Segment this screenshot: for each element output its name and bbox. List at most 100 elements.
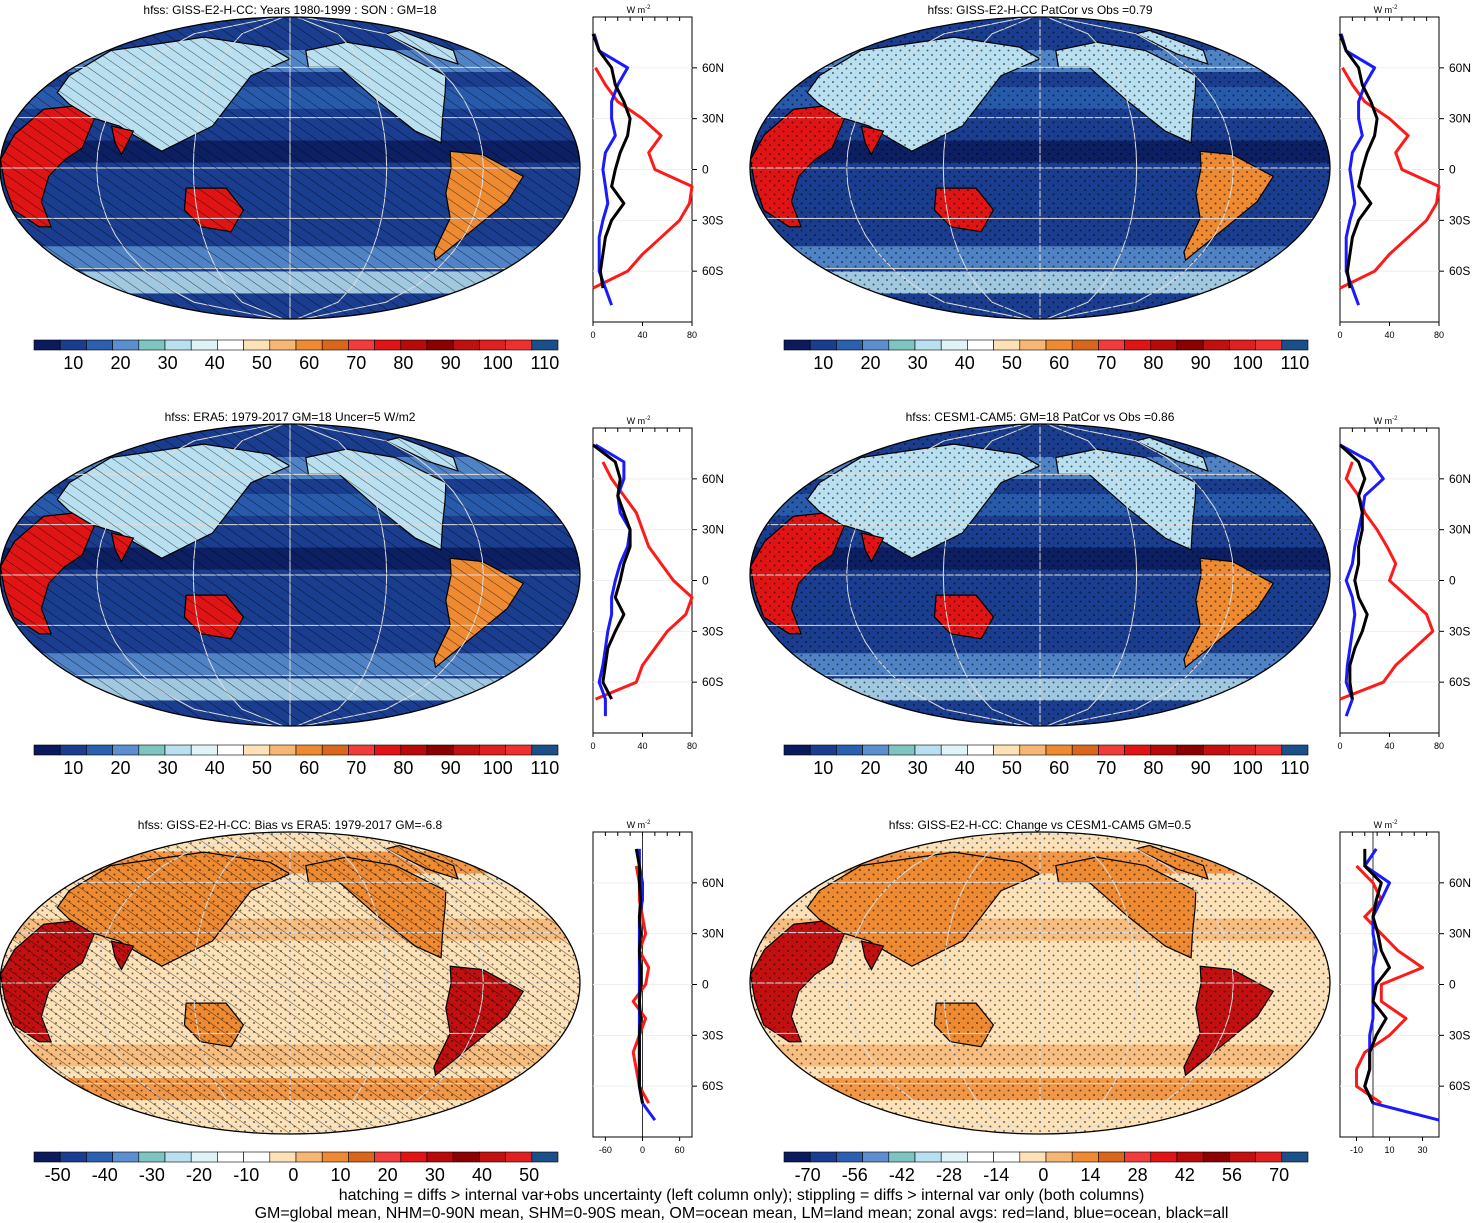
x-tick-label: 10 bbox=[1384, 1145, 1394, 1155]
lat-label: 30S bbox=[1449, 213, 1470, 227]
colorbar-label: 40 bbox=[955, 353, 975, 373]
colorbar-swatch bbox=[809, 744, 837, 756]
colorbar-swatch bbox=[138, 744, 166, 756]
colorbar-label: 100 bbox=[1233, 758, 1263, 778]
hatching-overlay bbox=[0, 424, 580, 726]
hatching-overlay bbox=[0, 17, 580, 319]
lat-label: 60N bbox=[1449, 61, 1471, 75]
colorbar-label: 110 bbox=[1281, 758, 1310, 778]
colorbar-label: 90 bbox=[1191, 758, 1211, 778]
colorbar-label: 90 bbox=[441, 758, 461, 778]
colorbar-swatch bbox=[914, 1151, 942, 1163]
zonal-mean-plot: W m-2 60N 30N 0 30S 60S -60 0 60 bbox=[592, 820, 724, 1155]
colorbar-label: 20 bbox=[860, 353, 880, 373]
colorbar-swatch bbox=[967, 744, 994, 756]
colorbar-swatch bbox=[1150, 744, 1178, 756]
lat-label: 60N bbox=[702, 472, 724, 486]
colorbar-swatch bbox=[1229, 339, 1256, 351]
colorbar-swatch bbox=[86, 1151, 113, 1163]
x-tick-label: 80 bbox=[1434, 741, 1444, 751]
colorbar-label: 60 bbox=[1049, 353, 1069, 373]
colorbar-label: 20 bbox=[110, 353, 130, 373]
map bbox=[0, 16, 581, 320]
lat-label: 60N bbox=[1449, 876, 1471, 890]
zonal-unit-label: W m-2 bbox=[627, 416, 651, 426]
zonal-all-line bbox=[1338, 443, 1369, 700]
colorbar-label: -70 bbox=[795, 1165, 821, 1185]
colorbar: 10 20 30 40 50 60 70 80 90 100 110 bbox=[33, 339, 559, 373]
colorbar-label: -42 bbox=[889, 1165, 915, 1185]
colorbar-swatch bbox=[1281, 1151, 1309, 1163]
colorbar-swatch bbox=[1045, 1151, 1073, 1163]
colorbar-label: 50 bbox=[1002, 758, 1022, 778]
colorbar-swatch bbox=[190, 1151, 218, 1163]
colorbar-label: 20 bbox=[110, 758, 130, 778]
colorbar-label: 20 bbox=[860, 758, 880, 778]
x-tick-label: 0 bbox=[640, 1145, 645, 1155]
colorbar-label: 10 bbox=[813, 353, 833, 373]
colorbar-label: 40 bbox=[955, 758, 975, 778]
lat-label: 0 bbox=[702, 163, 709, 177]
colorbar-swatch bbox=[426, 339, 454, 351]
footer-note-line2: GM=global mean, NHM=0-90N mean, SHM=0-90… bbox=[254, 1205, 1229, 1222]
colorbar-swatch bbox=[940, 1151, 968, 1163]
colorbar-label: -30 bbox=[139, 1165, 165, 1185]
colorbar-swatch bbox=[33, 339, 61, 351]
lat-label: 60N bbox=[702, 61, 724, 75]
colorbar-label: -20 bbox=[186, 1165, 212, 1185]
colorbar-label: -50 bbox=[45, 1165, 71, 1185]
unit-exponent: -2 bbox=[645, 416, 651, 422]
colorbar-swatch bbox=[1098, 744, 1125, 756]
colorbar-swatch bbox=[269, 339, 297, 351]
colorbar-swatch bbox=[33, 1151, 61, 1163]
colorbar-label: 100 bbox=[1233, 353, 1263, 373]
colorbar-swatch bbox=[836, 744, 863, 756]
colorbar-swatch bbox=[1176, 339, 1204, 351]
colorbar-swatch bbox=[1176, 1151, 1204, 1163]
colorbar-swatch bbox=[783, 744, 811, 756]
lat-label: 30S bbox=[1449, 624, 1470, 638]
colorbar-swatch bbox=[295, 744, 323, 756]
colorbar: 10 20 30 40 50 60 70 80 90 100 110 bbox=[783, 339, 1309, 373]
colorbar-swatch bbox=[1019, 339, 1047, 351]
map-border bbox=[0, 831, 581, 1135]
colorbar-swatch bbox=[190, 744, 218, 756]
colorbar-swatch bbox=[783, 1151, 811, 1163]
colorbar-swatch bbox=[217, 339, 244, 351]
x-tick-label: -10 bbox=[1350, 1145, 1363, 1155]
colorbar-label: -14 bbox=[983, 1165, 1009, 1185]
panel-title: hfss: CESM1-CAM5: GM=18 PatCor vs Obs =0… bbox=[906, 410, 1175, 424]
colorbar-swatch bbox=[914, 744, 942, 756]
panel-3: hfss: ERA5: 1979-2017 GM=18 Uncer=5 W/m2… bbox=[0, 410, 724, 778]
colorbar-swatch bbox=[138, 1151, 166, 1163]
colorbar-swatch bbox=[112, 1151, 140, 1163]
colorbar-swatch bbox=[1229, 744, 1256, 756]
zonal-land-line bbox=[594, 461, 694, 701]
lat-label: 30S bbox=[702, 213, 723, 227]
colorbar-label: 50 bbox=[1002, 353, 1022, 373]
colorbar-swatch bbox=[993, 744, 1021, 756]
colorbar-label: 10 bbox=[63, 353, 83, 373]
colorbar-swatch bbox=[164, 1151, 192, 1163]
colorbar-swatch bbox=[400, 1151, 428, 1163]
colorbar-swatch bbox=[783, 339, 811, 351]
colorbar: 10 20 30 40 50 60 70 80 90 100 110 bbox=[783, 744, 1310, 778]
colorbar-swatch bbox=[190, 339, 218, 351]
zonal-ocean-line bbox=[592, 33, 630, 306]
colorbar-label: 60 bbox=[299, 758, 319, 778]
lat-label: 60S bbox=[702, 264, 723, 278]
colorbar-label: 28 bbox=[1128, 1165, 1148, 1185]
lat-label: 0 bbox=[1449, 574, 1456, 588]
colorbar-label: 30 bbox=[158, 353, 178, 373]
colorbar-swatch bbox=[1071, 744, 1099, 756]
colorbar-swatch bbox=[1229, 1151, 1256, 1163]
colorbar-swatch bbox=[862, 339, 890, 351]
x-tick-label: 60 bbox=[675, 1145, 685, 1155]
colorbar-label: 80 bbox=[393, 353, 413, 373]
colorbar-swatch bbox=[479, 744, 506, 756]
colorbar-label: 40 bbox=[472, 1165, 492, 1185]
colorbar-swatch bbox=[809, 339, 837, 351]
colorbar-swatch bbox=[33, 744, 61, 756]
map-border bbox=[0, 423, 581, 727]
zonal-unit-label: W m-2 bbox=[627, 5, 651, 15]
